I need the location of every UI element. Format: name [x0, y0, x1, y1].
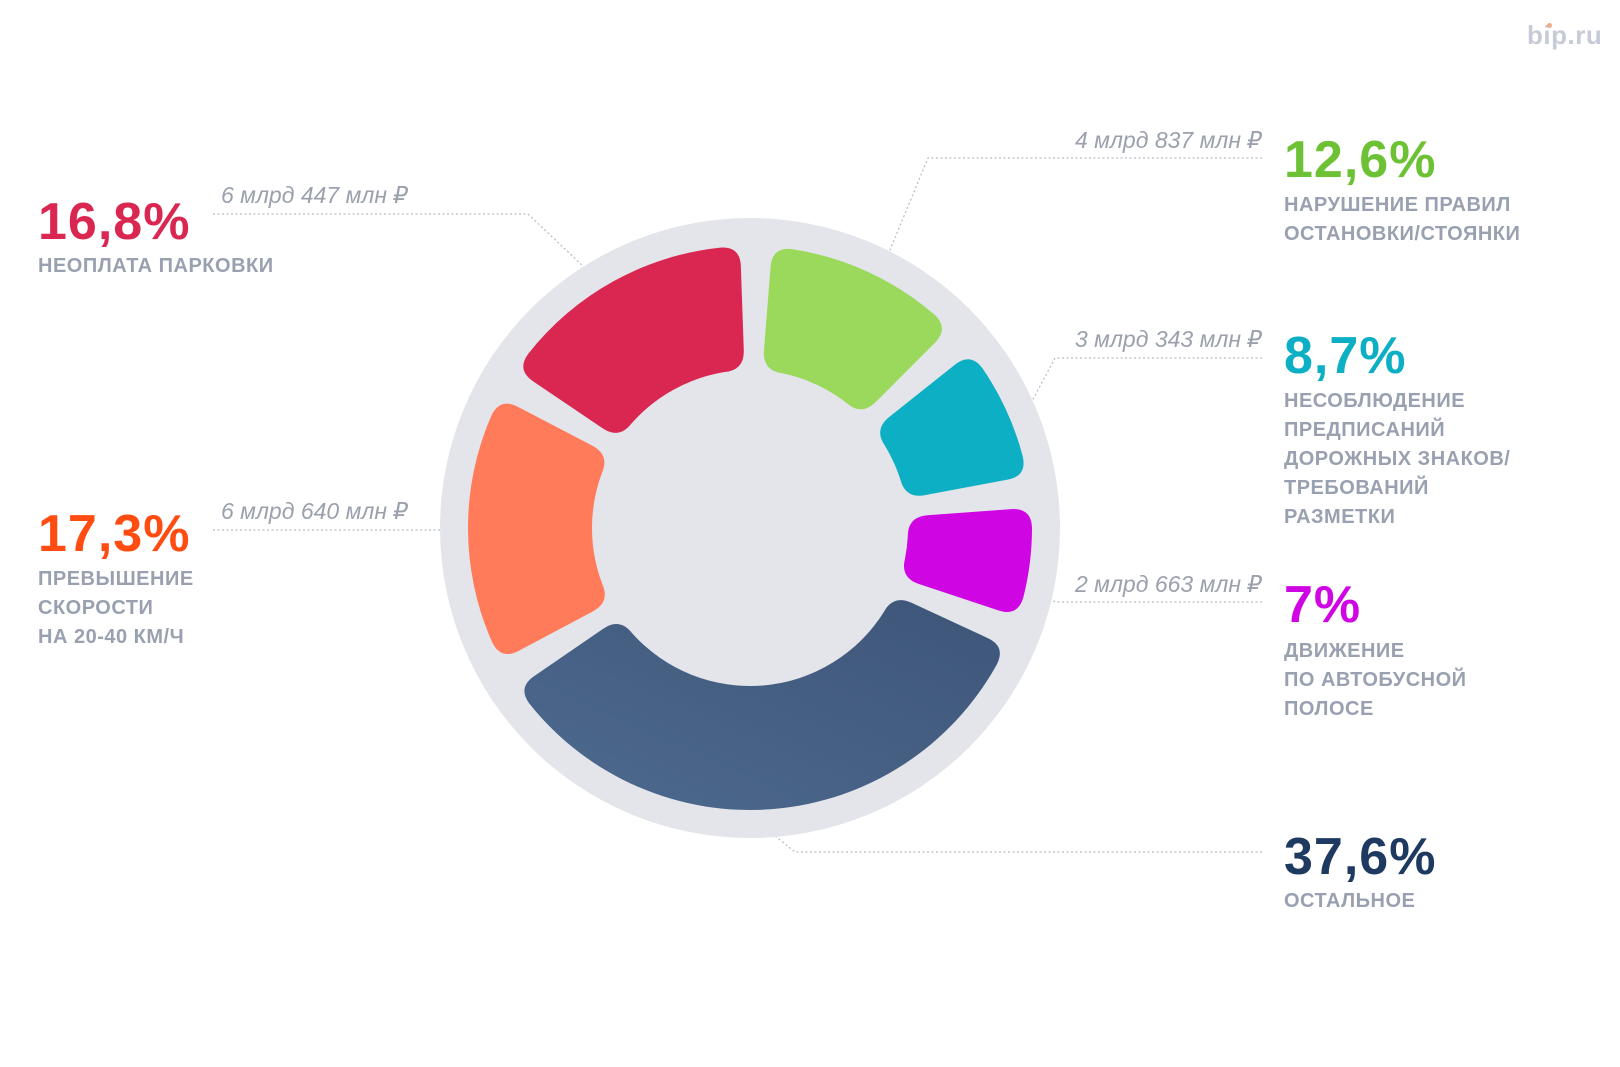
slice-percent-other: 37,6%	[1284, 828, 1437, 886]
slice-label-speeding: ПРЕВЫШЕНИЕ СКОРОСТИ НА 20-40 КМ/Ч	[38, 568, 194, 648]
slice-speeding	[468, 403, 605, 655]
slice-signs	[880, 359, 1024, 496]
leader-line-parking	[213, 213, 586, 269]
brand-logo: bip.ru	[1527, 20, 1603, 50]
slice-label-other: ОСТАЛЬНОЕ	[1284, 890, 1416, 912]
leader-lines	[213, 157, 1262, 853]
leader-line-other	[762, 825, 1262, 853]
leader-line-bus-lane	[1034, 584, 1262, 603]
slice-percent-stopping: 12,6%	[1284, 131, 1437, 189]
slice-stopping	[763, 248, 943, 410]
slice-percent-parking: 16,8%	[38, 193, 191, 251]
slice-amount-speeding: 6 млрд 640 млн ₽	[221, 498, 408, 524]
slice-parking	[523, 247, 744, 433]
slice-amount-signs: 3 млрд 343 млн ₽	[1075, 326, 1262, 352]
slice-label-bus-lane: ДВИЖЕНИЕ ПО АВТОБУСНОЙ ПОЛОСЕ	[1284, 640, 1467, 720]
leader-line-stopping	[884, 157, 1262, 263]
slice-amount-bus-lane: 2 млрд 663 млн ₽	[1075, 571, 1262, 597]
slice-amount-stopping: 4 млрд 837 млн ₽	[1075, 127, 1262, 153]
slice-label-stopping: НАРУШЕНИЕ ПРАВИЛ ОСТАНОВКИ/СТОЯНКИ	[1284, 194, 1521, 245]
donut-slices	[468, 247, 1032, 810]
slice-percent-speeding: 17,3%	[38, 505, 191, 563]
slice-bus-lane	[903, 509, 1032, 613]
slice-amount-parking: 6 млрд 447 млн ₽	[221, 182, 408, 208]
slice-percent-signs: 8,7%	[1284, 327, 1407, 385]
slice-label-signs: НЕСОБЛЮДЕНИЕ ПРЕДПИСАНИЙ ДОРОЖНЫХ ЗНАКОВ…	[1284, 390, 1511, 528]
slice-label-parking: НЕОПЛАТА ПАРКОВКИ	[38, 255, 274, 277]
slice-other	[524, 600, 1000, 810]
leader-line-signs	[1021, 357, 1262, 421]
slice-percent-bus-lane: 7%	[1284, 576, 1362, 634]
logo-dot-icon	[1547, 23, 1552, 28]
